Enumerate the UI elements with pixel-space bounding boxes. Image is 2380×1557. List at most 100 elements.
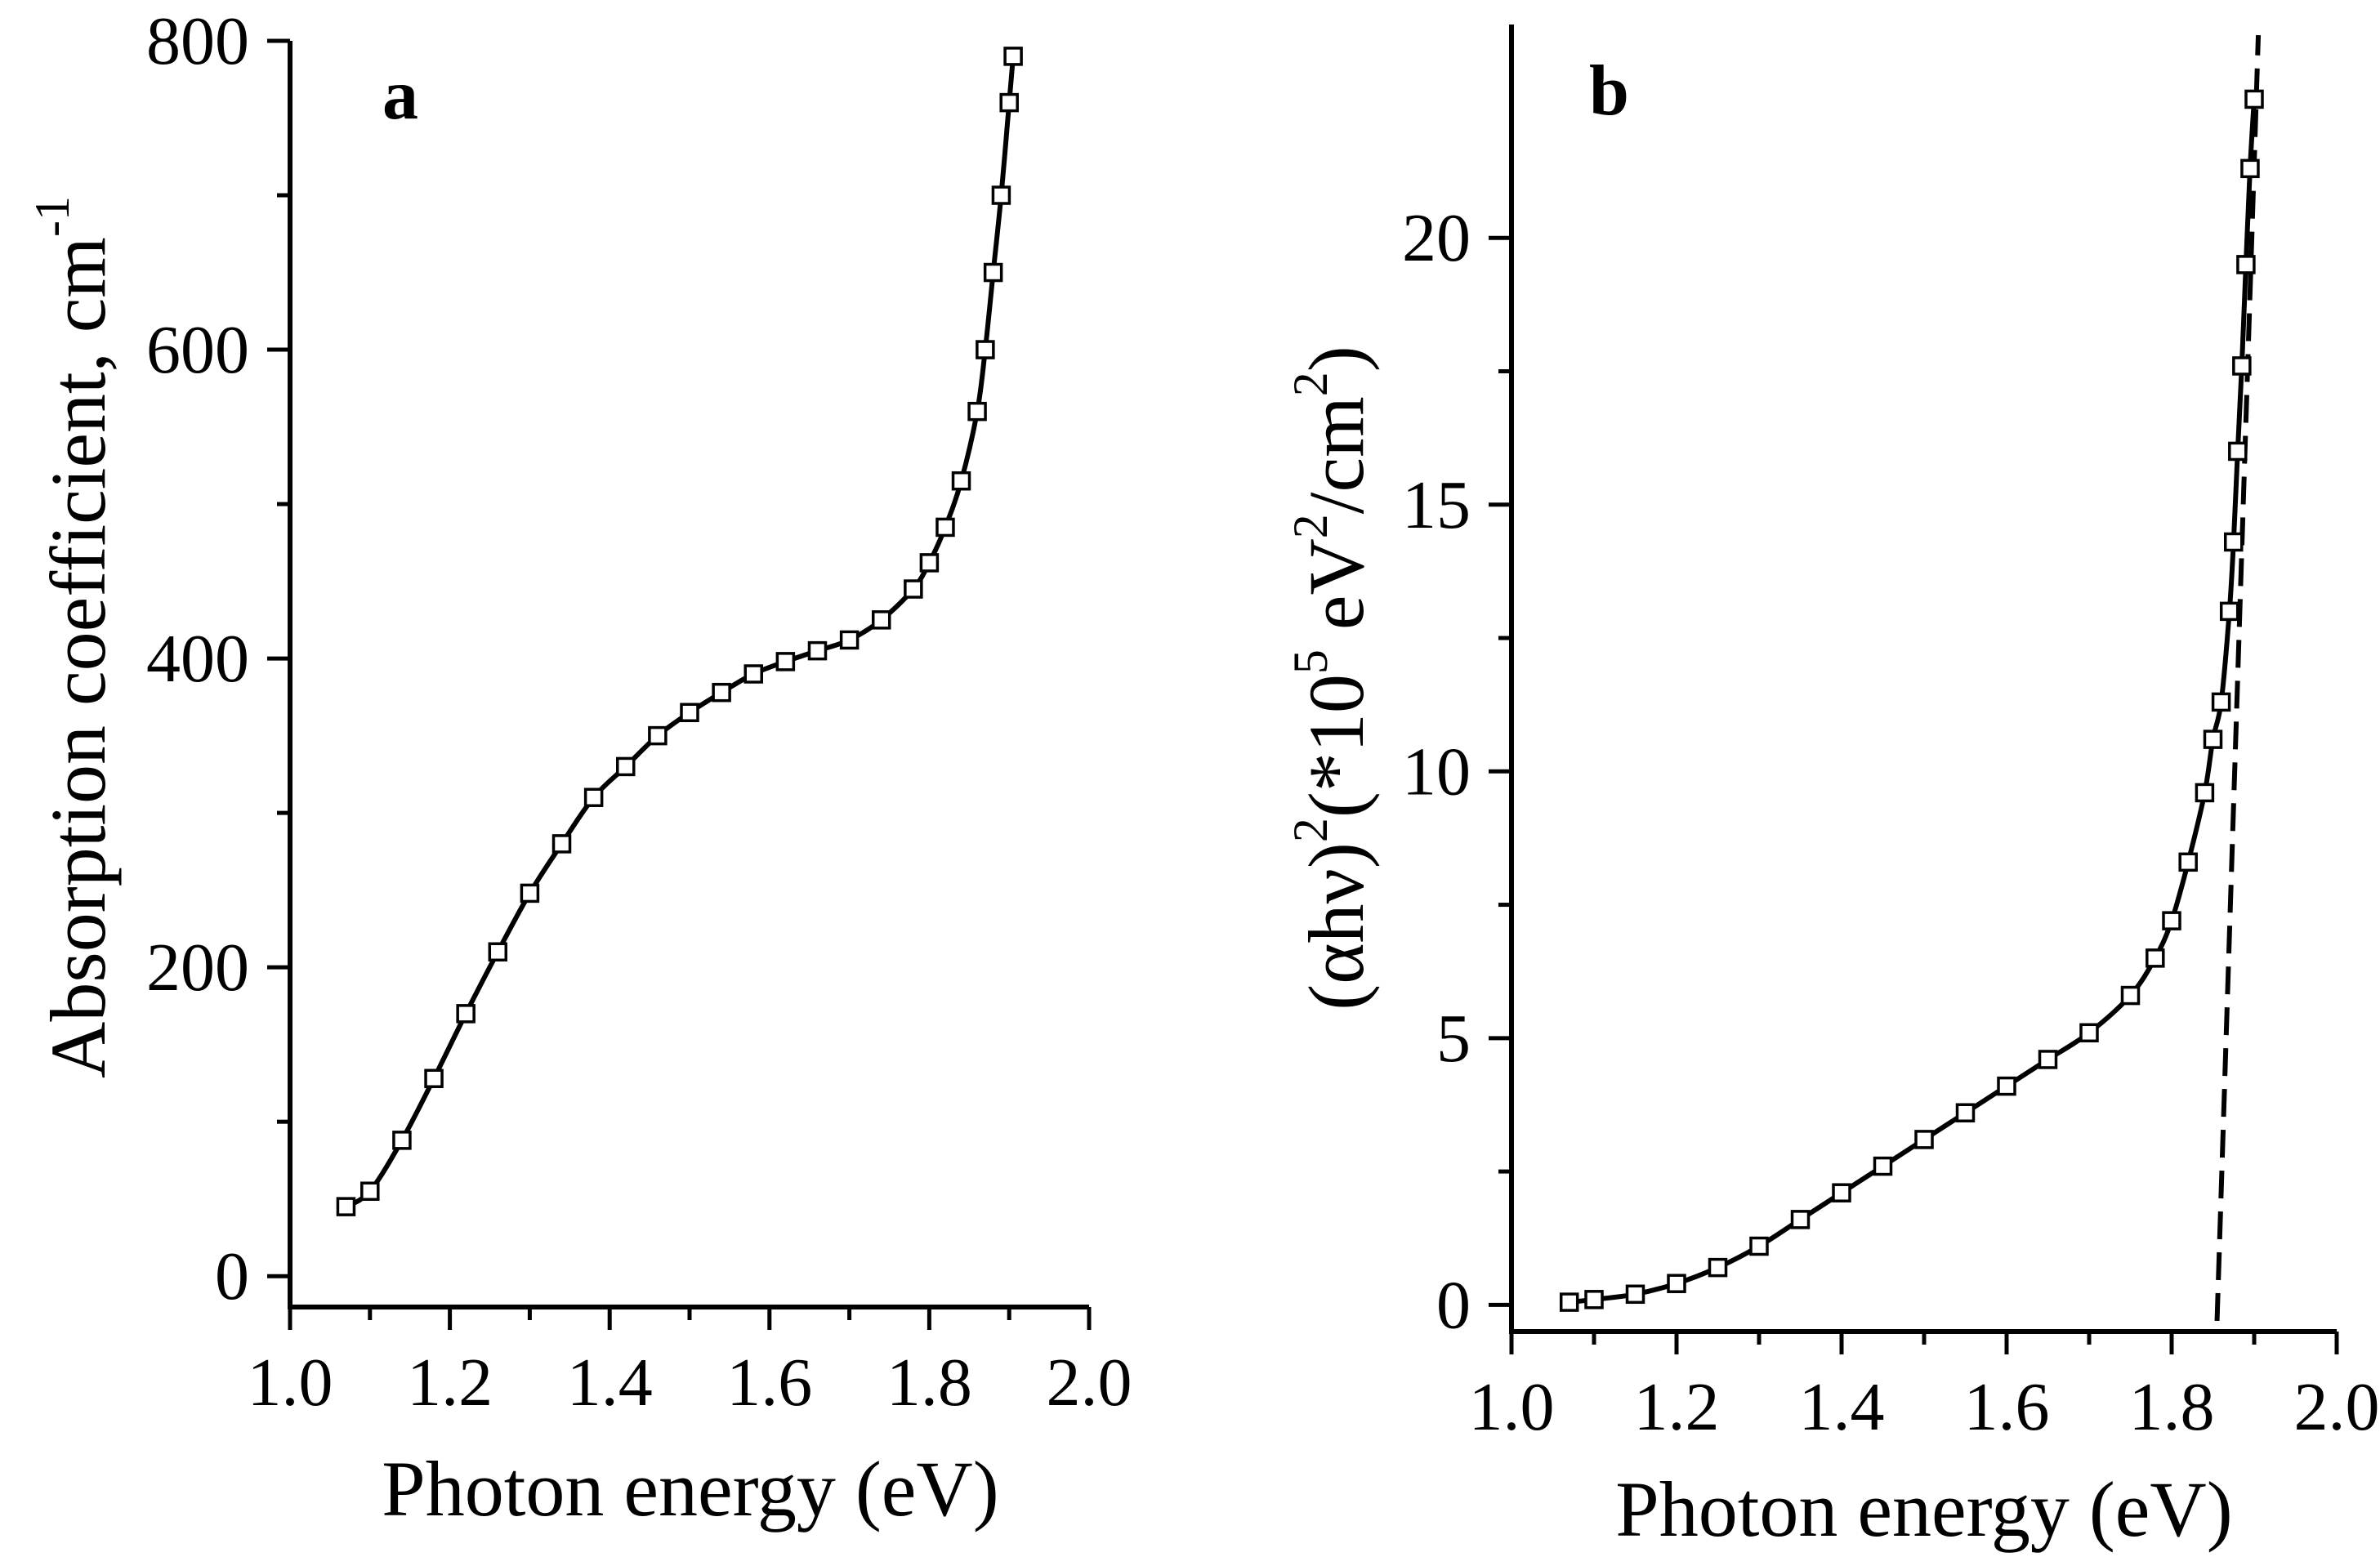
panel-b-y-title-part-7: 2 — [1284, 372, 1337, 396]
data-point — [2038, 1050, 2058, 1069]
data-point — [1625, 1284, 1645, 1305]
data-point — [919, 553, 940, 573]
panel-b-y-ticks: 0 5 10 15 20 — [1402, 200, 1512, 1343]
data-point — [1873, 1156, 1893, 1176]
panel-a-y-title-main: Absorption coefficient, cm — [34, 237, 122, 1078]
data-point — [2211, 692, 2231, 712]
data-point — [743, 664, 763, 684]
data-point — [871, 610, 891, 630]
data-point — [935, 517, 955, 538]
data-point — [680, 703, 699, 723]
panel-b-extrapolation — [2214, 34, 2262, 1322]
data-point — [1914, 1130, 1934, 1149]
panel-b-y-title-part-5: 2 — [1284, 514, 1337, 538]
data-point — [1584, 1290, 1604, 1309]
panel-a-y-title-sup: -1 — [25, 196, 79, 237]
data-point — [839, 630, 860, 650]
panel-b-y-title-part-8: ) — [1293, 346, 1380, 372]
x-tick-label: 1.0 — [1469, 1369, 1555, 1445]
data-point — [991, 185, 1011, 205]
panel-a-y-axis-title: Absorption coefficient, cm-1 — [25, 196, 122, 1078]
data-point — [2228, 441, 2248, 462]
data-point — [1749, 1236, 1769, 1256]
y-tick-label: 0 — [215, 1238, 249, 1314]
x-tick-label: 1.8 — [886, 1345, 972, 1421]
panel-b-y-title-part-6: /cm — [1293, 396, 1380, 514]
panel-b-y-title-part-1: 2 — [1284, 818, 1337, 842]
data-point — [1790, 1210, 1811, 1229]
data-point — [712, 682, 731, 703]
data-point — [2079, 1023, 2099, 1043]
panel-a: 1.0 1.2 1.4 1.6 1.8 2.0 0 200 400 600 800 a Photo… — [25, 3, 1132, 1532]
data-point — [1003, 47, 1023, 66]
data-point — [983, 262, 1003, 283]
x-tick-label: 1.6 — [1964, 1369, 2050, 1445]
y-tick-label: 20 — [1402, 200, 1471, 276]
data-point — [1997, 1076, 2016, 1096]
panel-a-letter: a — [382, 56, 418, 135]
data-point — [424, 1068, 444, 1088]
data-point — [583, 787, 604, 807]
data-point — [2232, 356, 2252, 376]
data-point — [2244, 89, 2264, 109]
y-tick-label: 5 — [1436, 1001, 1471, 1077]
y-tick-label: 10 — [1402, 734, 1471, 810]
y-tick-label: 200 — [146, 930, 249, 1006]
series-line — [344, 56, 1016, 1209]
data-point — [616, 756, 636, 777]
panel-a-x-ticks: 1.0 1.2 1.4 1.6 1.8 2.0 — [248, 1307, 1132, 1421]
data-point — [360, 1181, 380, 1201]
y-tick-label: 800 — [146, 3, 249, 79]
data-point — [951, 471, 971, 491]
data-point — [967, 401, 987, 422]
panel-b-y-title-part-0: (αhν) — [1293, 842, 1380, 1010]
x-tick-label: 2.0 — [2294, 1369, 2380, 1445]
series-line — [1569, 99, 2257, 1305]
data-point — [2236, 255, 2256, 274]
data-point — [2240, 158, 2260, 179]
panel-b-x-ticks: 1.0 1.2 1.4 1.6 1.8 2.0 — [1469, 1332, 2380, 1445]
panel-b-y-axis-title: (αhν)2(*105 eV2/cm2) — [1284, 346, 1380, 1010]
data-point — [2219, 601, 2239, 622]
data-point — [1832, 1183, 1851, 1202]
data-point — [807, 640, 828, 661]
y-tick-label: 600 — [146, 312, 249, 388]
data-point — [1955, 1103, 1976, 1122]
data-point — [488, 942, 508, 961]
panel-b-y-title-part-4: eV — [1293, 538, 1380, 649]
data-point — [2195, 783, 2215, 803]
data-point — [520, 883, 540, 903]
data-point — [392, 1131, 412, 1150]
panel-a-curve — [344, 56, 1016, 1209]
panel-b-letter: b — [1589, 51, 1629, 131]
x-tick-label: 1.4 — [567, 1345, 653, 1421]
x-tick-label: 1.2 — [407, 1345, 493, 1421]
y-tick-label: 15 — [1402, 467, 1471, 543]
panel-b-points — [1559, 89, 2264, 1312]
x-tick-label: 1.4 — [1799, 1369, 1885, 1445]
x-tick-label: 1.8 — [2129, 1369, 2215, 1445]
data-point — [2178, 852, 2198, 872]
data-point — [999, 92, 1019, 113]
panel-a-points — [336, 47, 1023, 1216]
y-tick-label: 0 — [1436, 1267, 1471, 1343]
x-tick-label: 2.0 — [1047, 1345, 1132, 1421]
extrapolation-line — [2214, 34, 2262, 1322]
data-point — [1667, 1274, 1686, 1293]
data-point — [2146, 948, 2165, 968]
data-point — [2224, 532, 2244, 552]
panel-b-x-axis-title: Photon energy (eV) — [1615, 1466, 2232, 1553]
data-point — [1708, 1257, 1728, 1278]
data-point — [2203, 729, 2223, 749]
data-point — [904, 579, 923, 599]
panel-a-x-axis-title: Photon energy (eV) — [382, 1445, 998, 1532]
data-point — [2120, 985, 2141, 1006]
panel-b-y-title-part-2: (*10 — [1293, 674, 1380, 818]
data-point — [551, 834, 572, 854]
x-tick-label: 1.0 — [248, 1345, 333, 1421]
data-point — [1559, 1292, 1579, 1312]
panel-b-curve — [1569, 99, 2257, 1305]
data-point — [976, 340, 995, 359]
